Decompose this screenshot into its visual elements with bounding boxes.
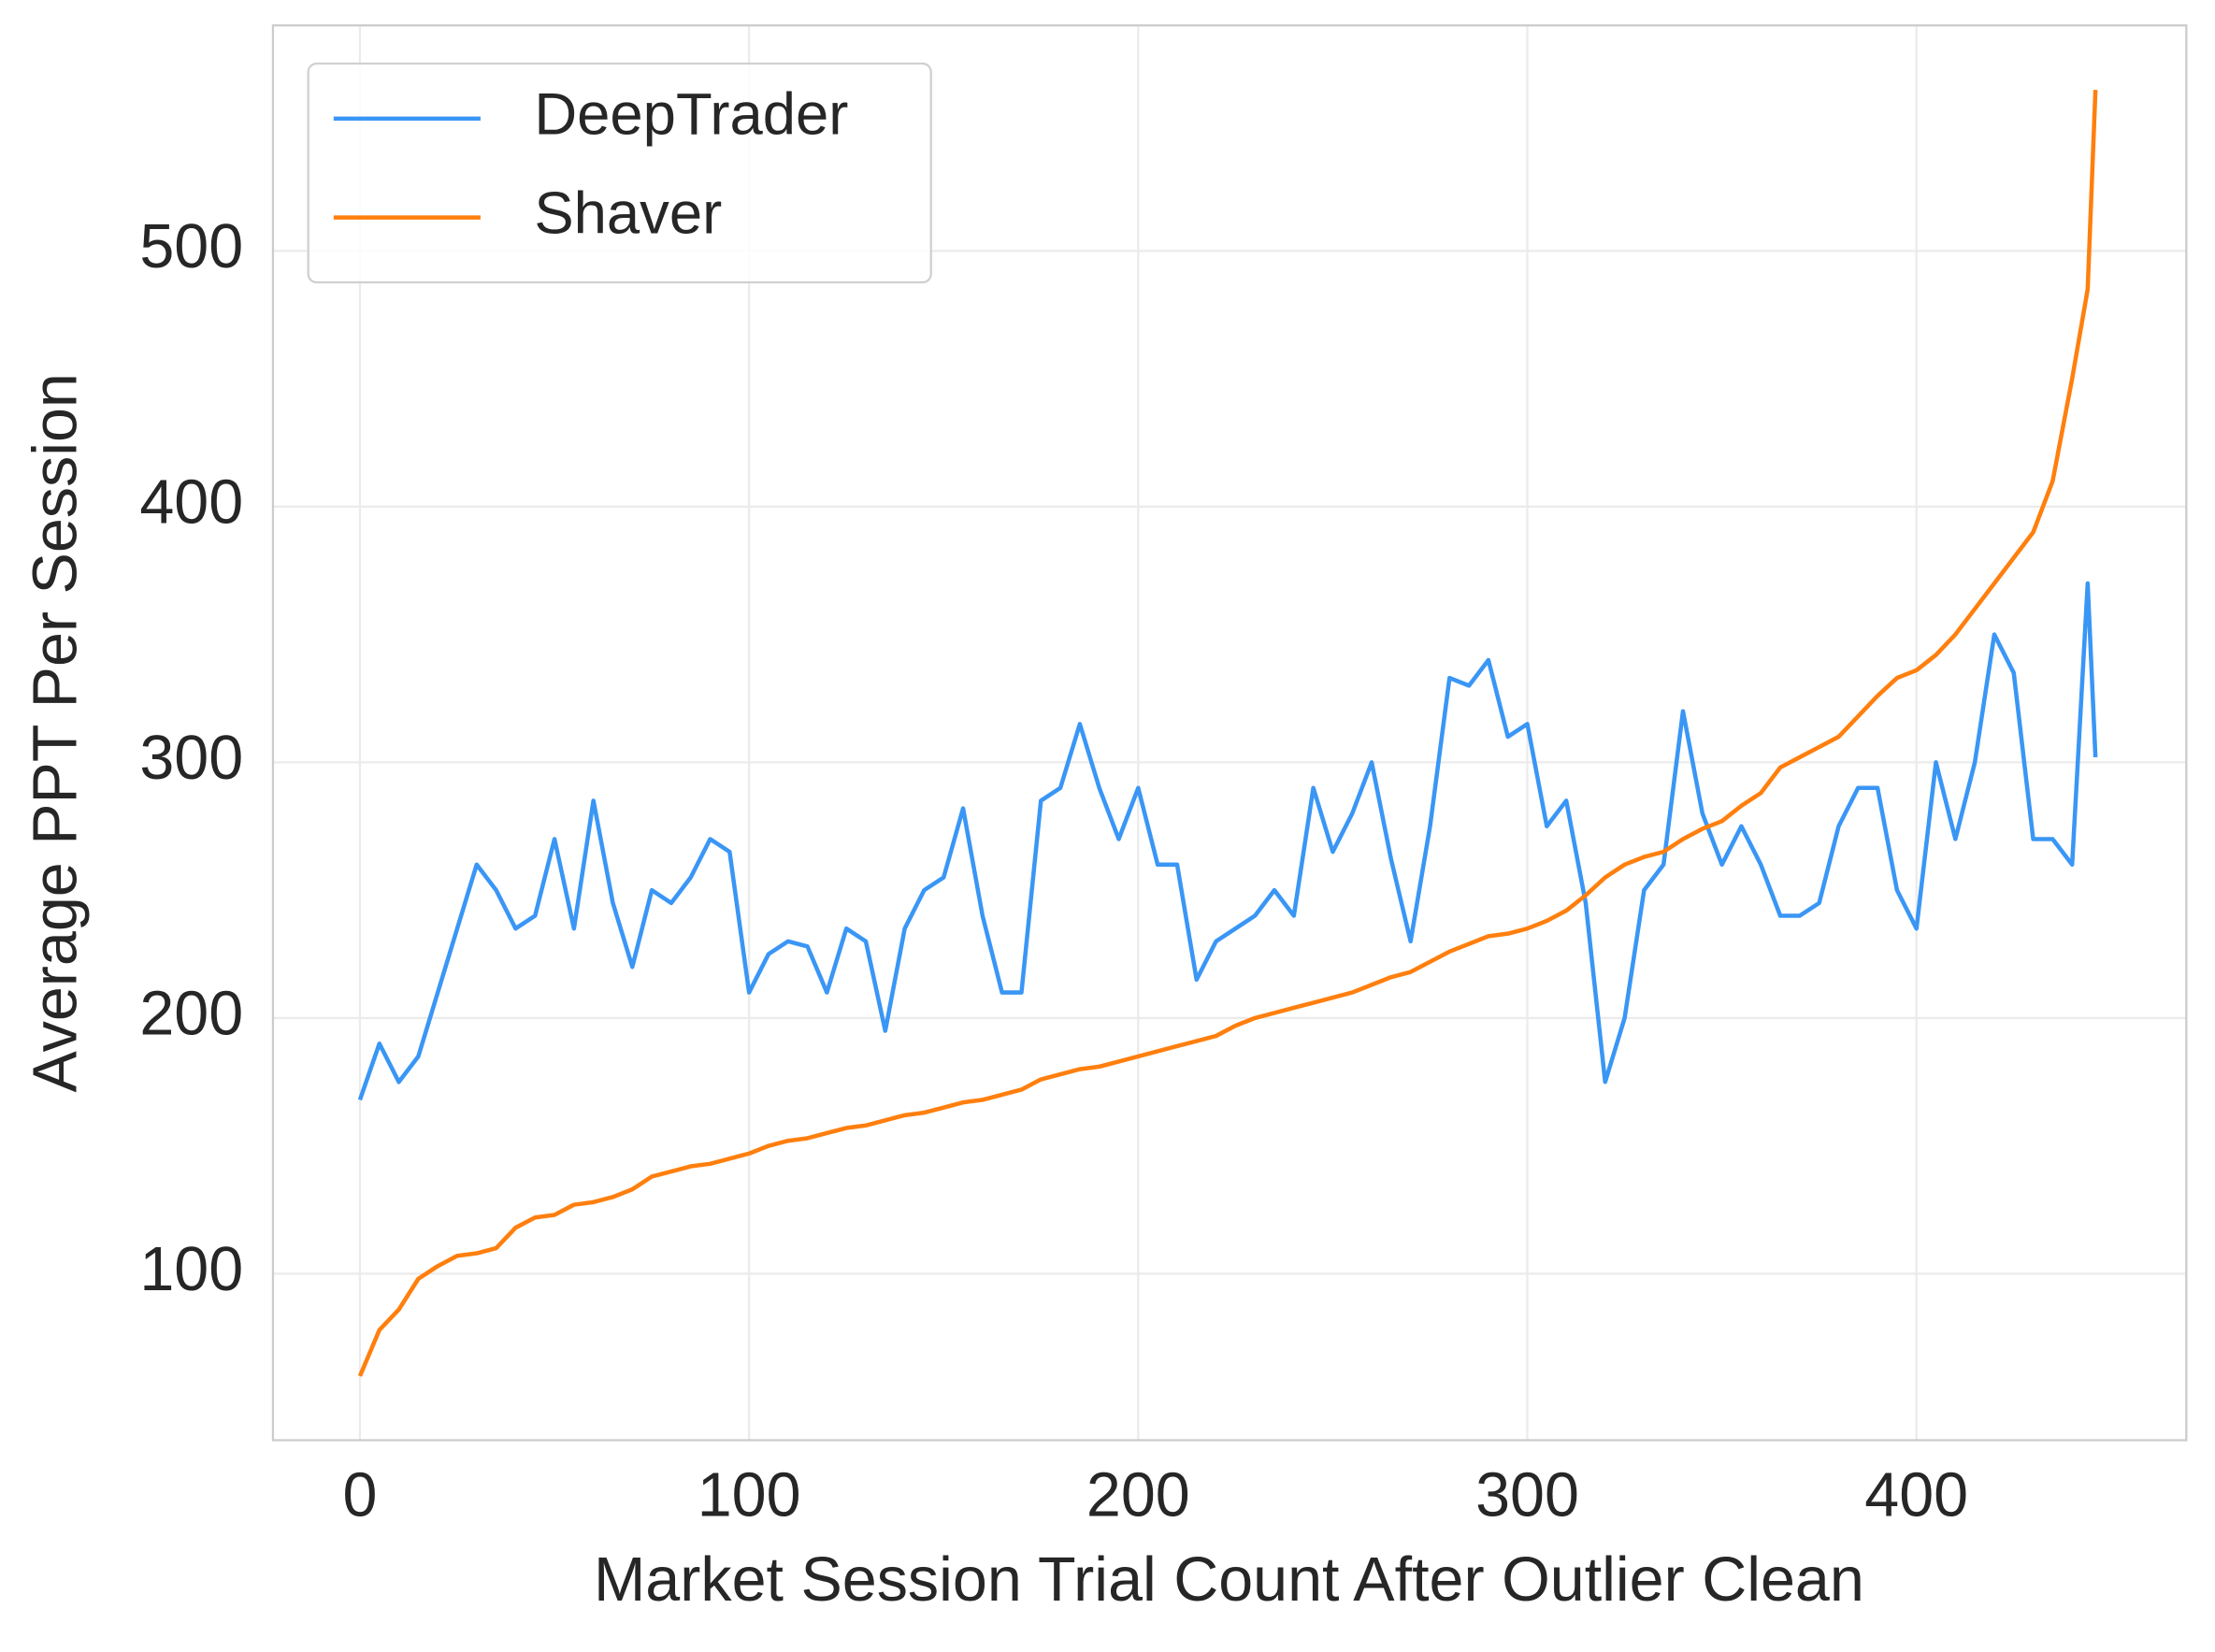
y-tick-label: 300 bbox=[139, 724, 243, 793]
legend-label: DeepTrader bbox=[534, 82, 848, 148]
y-tick-label: 400 bbox=[139, 467, 243, 537]
y-axis-label: Average PPT Per Session bbox=[21, 373, 90, 1092]
lines bbox=[357, 90, 2098, 1377]
series-line bbox=[357, 90, 2098, 1377]
plot-frame bbox=[271, 24, 2188, 1442]
x-tick-label: 300 bbox=[1475, 1460, 1579, 1530]
y-tick-label: 200 bbox=[139, 979, 243, 1048]
y-tick-label: 100 bbox=[139, 1235, 243, 1304]
x-axis-label: Market Session Trial Count After Outlier… bbox=[594, 1545, 1864, 1615]
x-tick-label: 100 bbox=[698, 1460, 801, 1530]
x-tick-label: 200 bbox=[1086, 1460, 1190, 1530]
legend: DeepTrader Shaver bbox=[307, 62, 932, 284]
legend-label: Shaver bbox=[534, 180, 722, 246]
x-tick-label: 400 bbox=[1864, 1460, 1968, 1530]
y-tick-label: 500 bbox=[139, 212, 243, 281]
x-tick-label: 0 bbox=[342, 1460, 377, 1530]
grid bbox=[272, 25, 2187, 1441]
series-line bbox=[357, 581, 2098, 1101]
